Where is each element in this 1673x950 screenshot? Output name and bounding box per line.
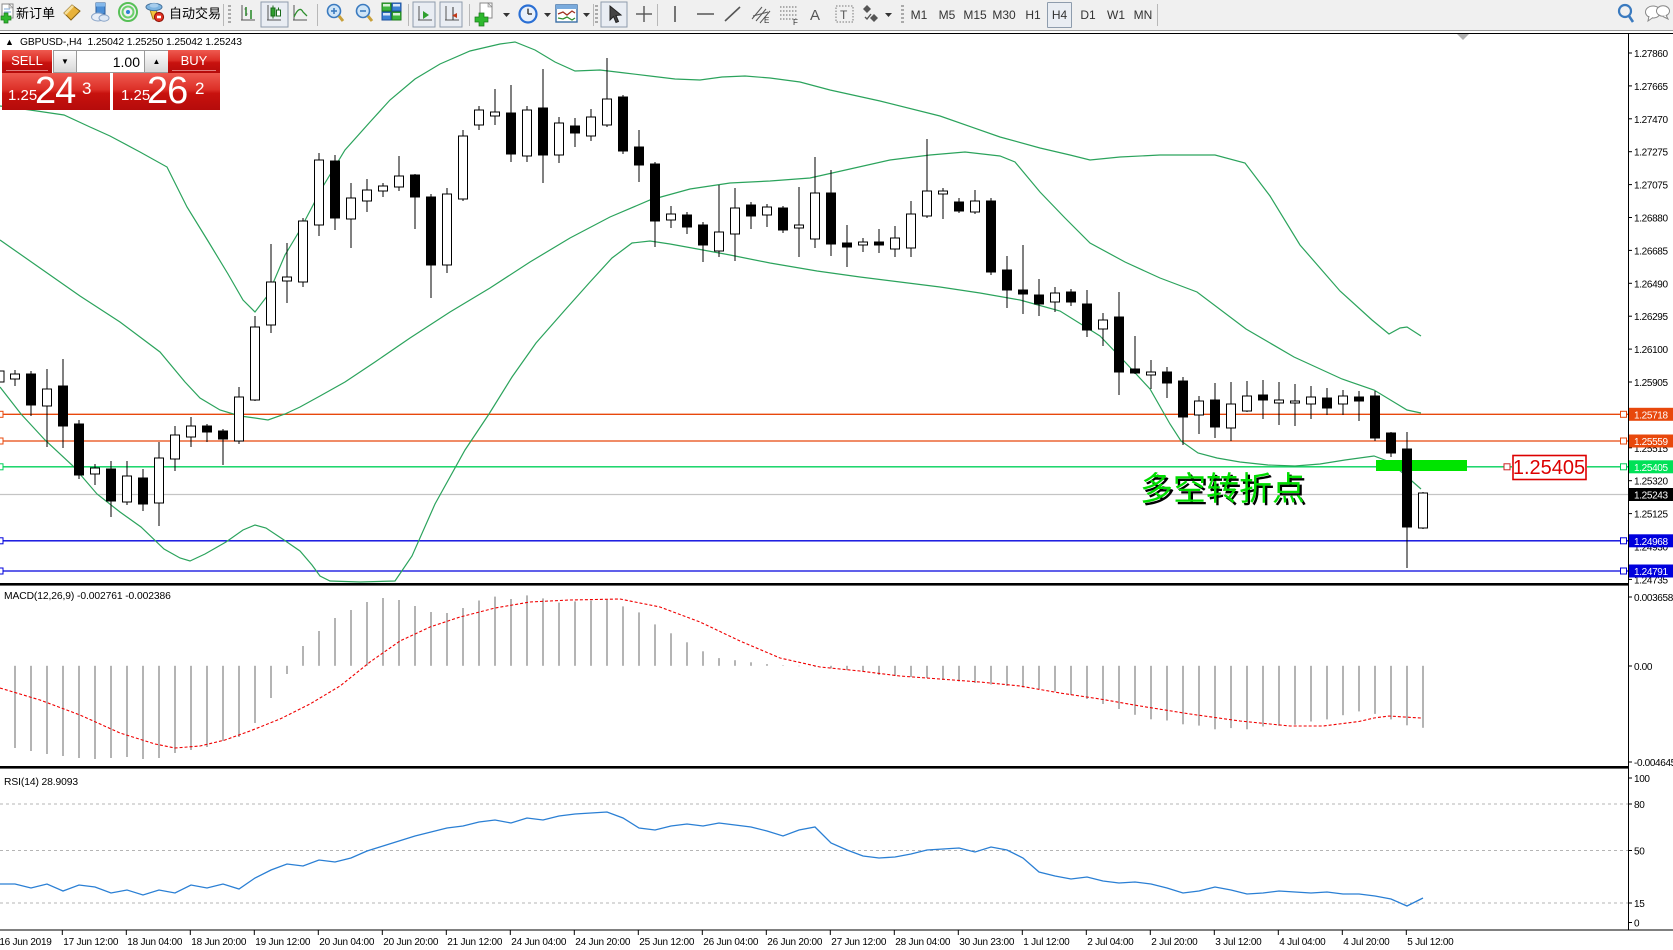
svg-text:18 Jun 20:00: 18 Jun 20:00 — [191, 937, 247, 948]
svg-text:E: E — [764, 16, 769, 25]
svg-text:1.25320: 1.25320 — [1634, 477, 1668, 488]
svg-text:1.27275: 1.27275 — [1634, 148, 1668, 159]
svg-text:1.26685: 1.26685 — [1634, 246, 1668, 257]
svg-text:1.25405: 1.25405 — [1634, 463, 1668, 474]
svg-text:1.27075: 1.27075 — [1634, 181, 1668, 192]
svg-text:21 Jun 12:00: 21 Jun 12:00 — [447, 937, 503, 948]
svg-text:3 Jul 12:00: 3 Jul 12:00 — [1215, 937, 1262, 948]
svg-text:1.24930: 1.24930 — [1634, 543, 1668, 554]
svg-text:新订单: 新订单 — [16, 6, 55, 21]
svg-text:26 Jun 20:00: 26 Jun 20:00 — [767, 937, 823, 948]
svg-text:0: 0 — [1634, 919, 1640, 930]
svg-text:18 Jun 04:00: 18 Jun 04:00 — [127, 937, 183, 948]
svg-text:2 Jul 04:00: 2 Jul 04:00 — [1087, 937, 1134, 948]
svg-text:1.25718: 1.25718 — [1634, 410, 1668, 421]
svg-text:26 Jun 04:00: 26 Jun 04:00 — [703, 937, 759, 948]
svg-text:15: 15 — [1634, 899, 1645, 910]
svg-text:1.25905: 1.25905 — [1634, 378, 1668, 389]
svg-text:1.25515: 1.25515 — [1634, 444, 1668, 455]
svg-text:24 Jun 04:00: 24 Jun 04:00 — [511, 937, 567, 948]
svg-text:MACD(12,26,9) -0.002761 -0.002: MACD(12,26,9) -0.002761 -0.002386 — [4, 591, 171, 602]
svg-text:100: 100 — [1634, 774, 1650, 785]
svg-text:1 Jul 12:00: 1 Jul 12:00 — [1023, 937, 1070, 948]
svg-text:1.25405: 1.25405 — [1513, 457, 1585, 479]
svg-text:1.27470: 1.27470 — [1634, 115, 1668, 126]
svg-text:1.26295: 1.26295 — [1634, 312, 1668, 323]
svg-text:1.24735: 1.24735 — [1634, 575, 1668, 586]
svg-text:1.27860: 1.27860 — [1634, 49, 1668, 60]
svg-text:30 Jun 23:00: 30 Jun 23:00 — [959, 937, 1015, 948]
svg-text:20 Jun 04:00: 20 Jun 04:00 — [319, 937, 375, 948]
svg-text:1.26490: 1.26490 — [1634, 279, 1668, 290]
svg-text:20 Jun 20:00: 20 Jun 20:00 — [383, 937, 439, 948]
svg-text:5 Jul 12:00: 5 Jul 12:00 — [1407, 937, 1454, 948]
svg-text:25 Jun 12:00: 25 Jun 12:00 — [639, 937, 695, 948]
svg-text:1.24791: 1.24791 — [1634, 567, 1668, 578]
svg-text:A: A — [810, 7, 820, 24]
svg-text:0.00: 0.00 — [1634, 662, 1653, 673]
svg-text:4 Jul 20:00: 4 Jul 20:00 — [1343, 937, 1390, 948]
svg-text:16 Jun 2019: 16 Jun 2019 — [0, 937, 52, 948]
svg-text:1.25243: 1.25243 — [1634, 491, 1668, 502]
svg-text:80: 80 — [1634, 800, 1645, 811]
svg-text:1.25559: 1.25559 — [1634, 437, 1668, 448]
svg-text:▲: ▲ — [5, 37, 14, 47]
svg-text:F: F — [793, 18, 798, 27]
svg-text:4 Jul 04:00: 4 Jul 04:00 — [1279, 937, 1326, 948]
svg-text:27 Jun 12:00: 27 Jun 12:00 — [831, 937, 887, 948]
svg-text:多空转折点: 多空转折点 — [1140, 470, 1305, 507]
svg-text:1.26100: 1.26100 — [1634, 345, 1668, 356]
svg-text:1.24968: 1.24968 — [1634, 537, 1668, 548]
svg-text:RSI(14) 28.9093: RSI(14) 28.9093 — [4, 777, 78, 788]
svg-text:1.25125: 1.25125 — [1634, 510, 1668, 521]
svg-text:17 Jun 12:00: 17 Jun 12:00 — [63, 937, 119, 948]
svg-text:自动交易: 自动交易 — [169, 6, 221, 21]
svg-text:50: 50 — [1634, 847, 1645, 858]
svg-text:-0.004645: -0.004645 — [1634, 758, 1673, 769]
svg-text:28 Jun 04:00: 28 Jun 04:00 — [895, 937, 951, 948]
svg-text:1.27665: 1.27665 — [1634, 82, 1668, 93]
svg-text:24 Jun 20:00: 24 Jun 20:00 — [575, 937, 631, 948]
svg-text:2 Jul 20:00: 2 Jul 20:00 — [1151, 937, 1198, 948]
svg-text:多空转折点: 多空转折点 — [1142, 472, 1307, 509]
svg-text:19 Jun 12:00: 19 Jun 12:00 — [255, 937, 311, 948]
svg-text:0.003658: 0.003658 — [1634, 593, 1673, 604]
svg-text:T: T — [840, 8, 848, 22]
svg-text:1.26880: 1.26880 — [1634, 214, 1668, 225]
svg-text:GBPUSD-,H4 1.25042 1.25250 1.: GBPUSD-,H4 1.25042 1.25250 1.25042 1.252… — [20, 37, 242, 48]
